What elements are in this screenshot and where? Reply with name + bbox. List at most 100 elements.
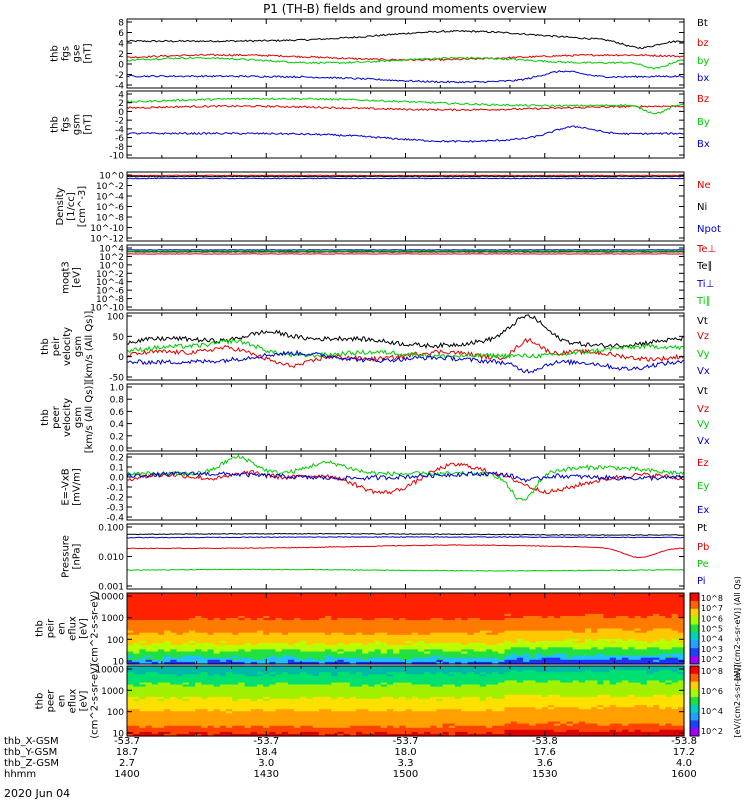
heatmap-cell [188,620,196,623]
heatmap-cell [640,647,648,650]
heatmap-cell [547,605,555,609]
heatmap-cell [671,613,679,617]
heatmap-cell [615,684,623,688]
heatmap-cell [238,632,246,636]
heatmap-cell [219,605,227,609]
heatmap-cell [529,636,537,640]
heatmap-cell [386,599,394,602]
heatmap-cell [424,624,431,627]
heatmap-cell [677,636,685,640]
heatmap-cell [133,661,140,665]
heatmap-cell [560,609,567,613]
heatmap-cell [127,657,134,661]
heatmap-cell [238,599,246,602]
heatmap-cell [504,620,512,623]
heatmap-cell [145,616,153,619]
heatmap-cell [628,692,636,696]
y-tick-label: 0.1 [110,464,124,474]
heatmap-cell [671,690,679,694]
heatmap-cell [541,655,549,659]
heatmap-cell [164,605,171,609]
heatmap-cell [386,638,394,642]
heatmap-cell [461,692,468,696]
heatmap-cell [424,690,431,694]
heatmap-cell [294,622,301,625]
heatmap-cell [411,601,419,605]
heatmap-cell [578,595,586,598]
heatmap-cell [386,649,394,653]
heatmap-cell [467,616,475,619]
heatmap-cell [232,616,239,619]
heatmap-cell [250,632,258,636]
heatmap-cell [164,688,171,692]
series-line-Vx [126,349,685,374]
heatmap-cell [164,674,171,677]
heatmap-cell [628,618,636,621]
heatmap-cell [182,688,190,692]
heatmap-cell [535,636,543,640]
y-tick-label: -6 [115,134,124,144]
heatmap-cell [455,692,462,696]
heatmap-cell [523,651,530,655]
heatmap-cell [442,680,450,684]
heatmap-cell [578,670,586,673]
heatmap-cell [139,690,147,694]
heatmap-cell [461,661,468,665]
heatmap-cell [430,692,438,696]
series-line-Npot [126,177,685,180]
heatmap-cell [176,599,184,602]
heatmap-cell [287,672,295,675]
heatmap-cell [585,647,592,650]
heatmap-cell [628,668,636,671]
heatmap-cell [609,638,617,642]
heatmap-cell [232,678,239,682]
heatmap-cell [176,651,184,655]
heatmap-cell [300,661,308,665]
heatmap-cell [411,634,419,638]
heatmap-cell [269,632,277,636]
heatmap-cell [442,603,450,607]
heatmap-cell [257,672,264,675]
heatmap-cell [572,599,580,602]
heatmap-cell [232,601,239,605]
heatmap-cell [157,678,165,682]
heatmap-cell [127,638,134,642]
heatmap-cell [349,694,357,698]
heatmap-cell [455,676,462,679]
heatmap-cell [455,624,462,627]
heatmap-cell [504,624,512,627]
heatmap-cell [386,659,394,663]
heatmap-cell [671,657,679,661]
legend-label: bx [697,73,709,84]
heatmap-cell [188,603,196,607]
heatmap-cell [300,653,308,657]
heatmap-cell [417,688,425,692]
heatmap-cell [486,607,493,611]
heatmap-cell [677,666,685,669]
heatmap-cell [380,603,388,607]
heatmap-cell [306,666,314,669]
heatmap-cell [182,609,190,613]
heatmap-cell [368,618,376,621]
heatmap-cell [151,641,159,644]
heatmap-cell [677,647,685,650]
heatmap-cell [417,607,425,611]
heatmap-cell [591,616,598,619]
heatmap-cell [275,603,283,607]
heatmap-cell [226,597,233,600]
heatmap-cell [145,611,153,615]
heatmap-cell [207,686,215,690]
y-tick-label: 10^-6 [96,203,124,213]
heatmap-cell [380,678,388,682]
heatmap-cell [201,601,209,605]
heatmap-cell [306,657,314,661]
heatmap-cell [498,641,506,644]
heatmap-cell [386,686,394,690]
heatmap-cell [498,636,506,640]
heatmap-cell [176,634,184,638]
heatmap-cell [424,595,431,598]
y-tick-label: 0.6 [110,408,125,418]
heatmap-cell [560,632,567,636]
heatmap-cell [362,645,369,648]
heatmap-cell [492,678,499,682]
